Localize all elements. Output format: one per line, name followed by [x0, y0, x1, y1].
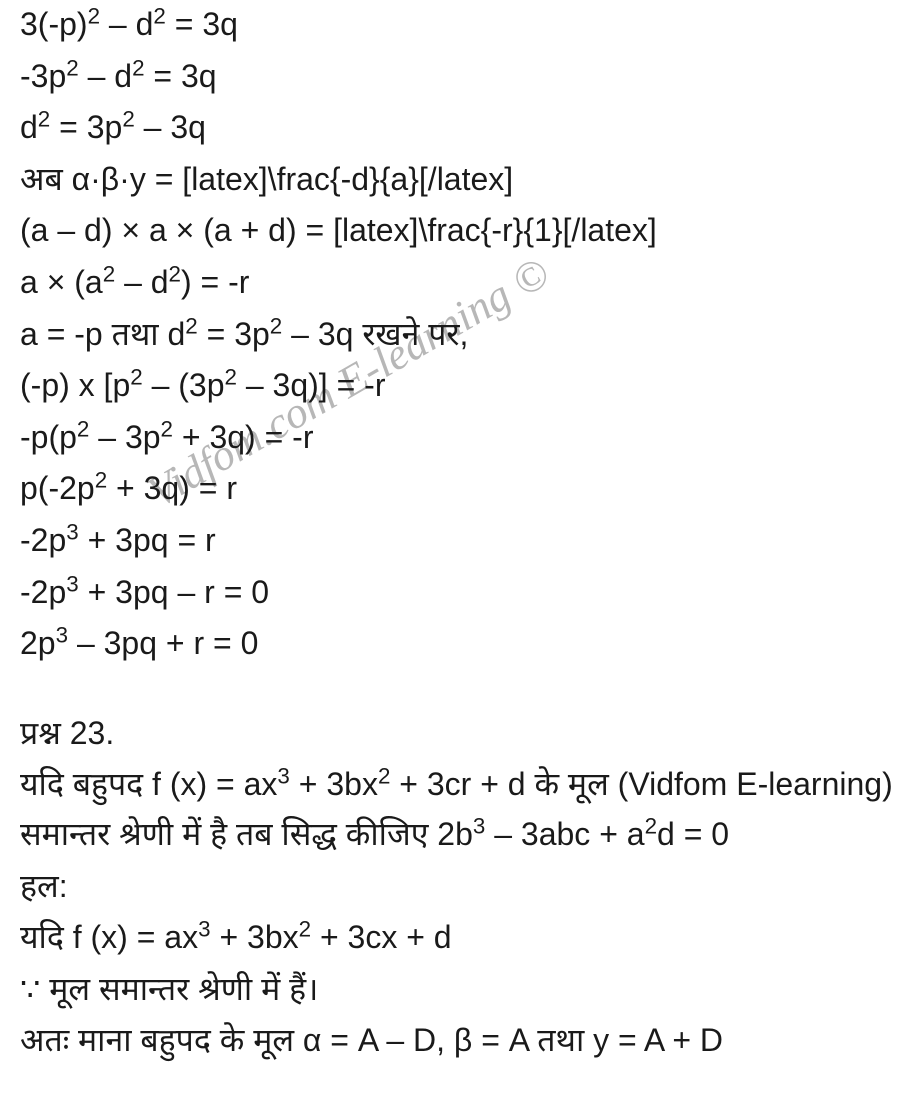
question-label: प्रश्न 23. [20, 709, 899, 759]
text-line: (a – d) × a × (a + d) = [latex]\frac{-r}… [20, 206, 899, 256]
text-line: अब α·β·y = [latex]\frac{-d}{a}[/latex] [20, 155, 899, 205]
equation-line: p(-2p2 + 3q) = r [20, 464, 899, 514]
equation-line: a × (a2 – d2) = -r [20, 258, 899, 308]
equation-line: -2p3 + 3pq = r [20, 516, 899, 566]
equation-line: (-p) x [p2 – (3p2 – 3q)] = -r [20, 361, 899, 411]
equation-line: -3p2 – d2 = 3q [20, 52, 899, 102]
equation-line: -2p3 + 3pq – r = 0 [20, 568, 899, 618]
solution-line: अतः माना बहुपद के मूल α = A – D, β = A त… [20, 1016, 899, 1066]
solution-label: हल: [20, 862, 899, 912]
equation-line: -p(p2 – 3p2 + 3q) = -r [20, 413, 899, 463]
equation-line: a = -p तथा d2 = 3p2 – 3q रखने पर, [20, 310, 899, 360]
solution-line: यदि f (x) = ax3 + 3bx2 + 3cx + d [20, 913, 899, 963]
equation-line: 3(-p)2 – d2 = 3q [20, 0, 899, 50]
section-spacer [20, 671, 899, 709]
math-content-block: 3(-p)2 – d2 = 3q -3p2 – d2 = 3q d2 = 3p2… [20, 0, 899, 1066]
equation-line: 2p3 – 3pq + r = 0 [20, 619, 899, 669]
equation-line: d2 = 3p2 – 3q [20, 103, 899, 153]
solution-line: ∵ मूल समान्तर श्रेणी में हैं। [20, 965, 899, 1015]
question-text: यदि बहुपद f (x) = ax3 + 3bx2 + 3cr + d क… [20, 760, 899, 859]
